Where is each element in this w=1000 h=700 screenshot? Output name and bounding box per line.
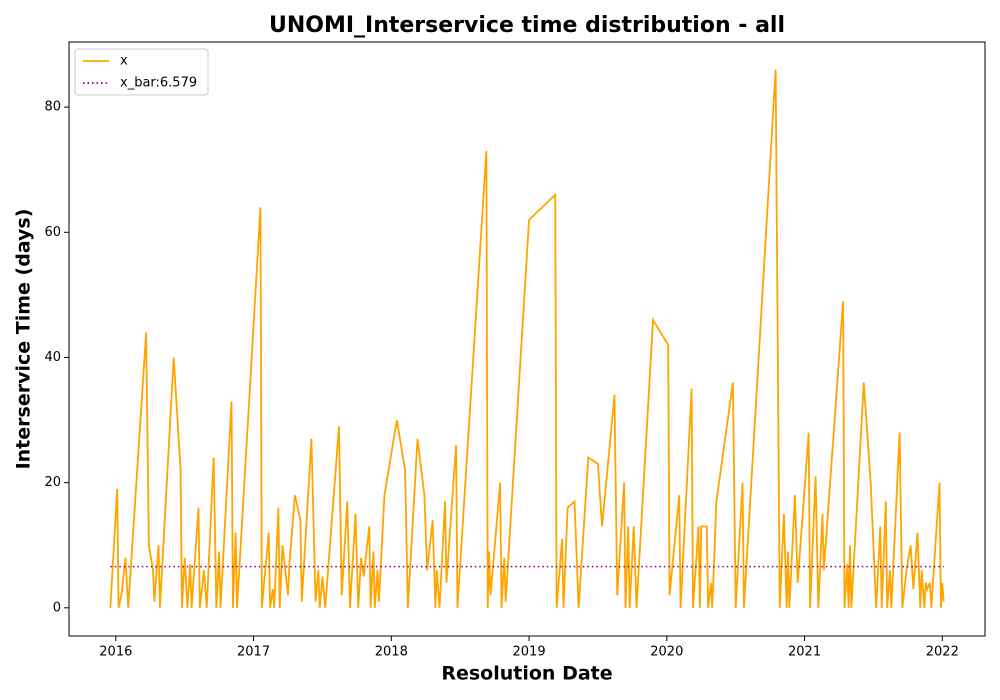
x-tick-label: 2022 [926,645,959,660]
x-tick-label: 2020 [650,645,683,660]
y-tick-label: 80 [44,100,61,115]
chart-title: UNOMI_Interservice time distribution - a… [269,13,785,38]
y-tick-label: 40 [44,350,61,365]
legend-label: x_bar:6.579 [120,76,197,91]
y-tick-label: 0 [53,600,61,615]
line [109,69,945,609]
x-tick-label: 2016 [99,645,132,660]
x-tick-label: 2021 [788,645,821,660]
x-axis-label: Resolution Date [441,663,612,685]
plot-frame [68,41,986,637]
x-tick-label: 2018 [375,645,408,660]
legend-label: x [120,54,128,69]
y-tick-label: 60 [44,225,61,240]
y-axis-label: Interservice Time (days) [13,209,35,470]
x-tick-label: 2017 [237,645,270,660]
y-tick-label: 20 [44,475,61,490]
x-tick-label: 2019 [513,645,546,660]
